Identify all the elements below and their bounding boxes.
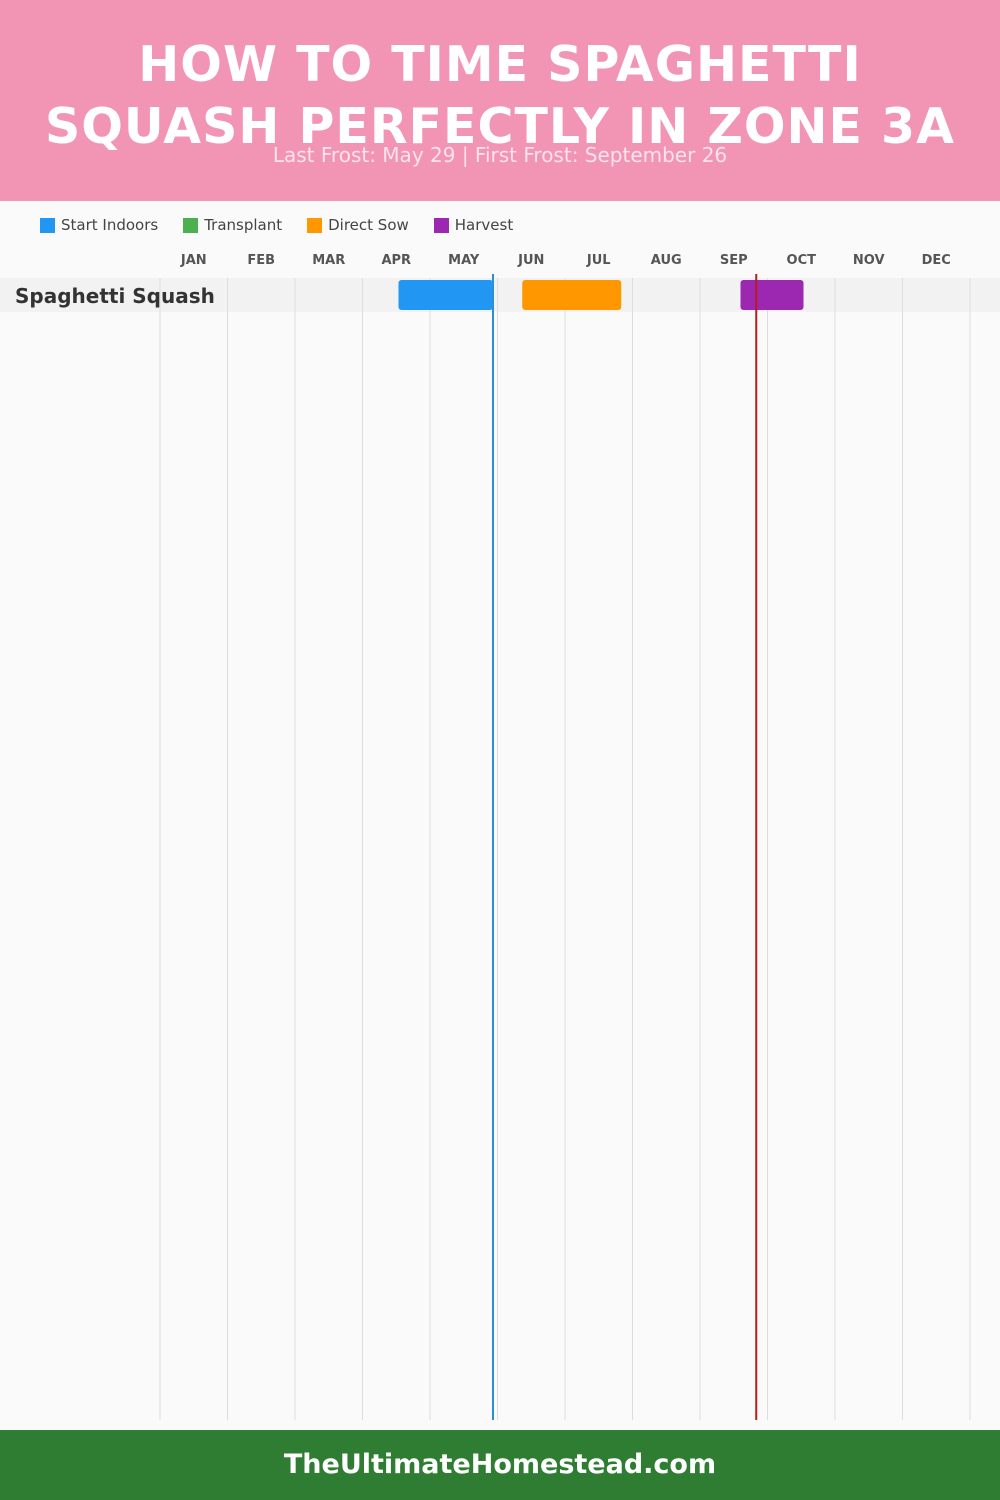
legend-label: Start Indoors: [61, 216, 159, 234]
legend-label: Direct Sow: [328, 216, 409, 234]
bar-harvest: [740, 280, 804, 310]
frost-dates-subtitle: Last Frost: May 29 | First Frost: Septem…: [272, 143, 728, 167]
month-label-dec: DEC: [922, 253, 951, 268]
month-label-apr: APR: [381, 253, 411, 268]
month-label-feb: FEB: [247, 253, 275, 268]
crop-name: Spaghetti Squash: [15, 284, 215, 308]
legend-item-direct-sow: Direct Sow: [307, 216, 409, 234]
crop-row-background: [0, 278, 1000, 312]
legend-swatch: [40, 217, 55, 233]
page-title: HOW TO TIME SPAGHETTI SQUASH PERFECTLY I…: [44, 36, 956, 155]
legend-swatch: [307, 217, 323, 233]
legend-item-start-indoors: Start Indoors: [40, 216, 158, 234]
footer-banner: TheUltimateHomestead.com: [0, 1430, 1000, 1500]
legend-swatch: [183, 217, 199, 233]
month-label-jul: JUL: [586, 253, 611, 268]
site-url[interactable]: TheUltimateHomestead.com: [283, 1449, 717, 1480]
month-label-jan: JAN: [180, 253, 207, 268]
legend-swatch: [433, 217, 449, 233]
planting-calendar-chart: JAN FEB MAR APR MAY JUN JUL AUG SEP OCT NOV DEC Spag…: [0, 253, 1000, 1420]
month-label-mar: MAR: [312, 253, 345, 268]
bar-start-indoors: [398, 280, 493, 310]
legend-label: Transplant: [204, 216, 283, 234]
month-label-aug: AUG: [651, 253, 682, 268]
month-label-oct: OCT: [787, 253, 817, 268]
month-label-sep: SEP: [720, 253, 748, 268]
legend-label: Harvest: [454, 216, 514, 234]
legend-item-harvest: Harvest: [433, 216, 514, 234]
chart-legend: Start Indoors Transplant Direct Sow Harvest: [40, 214, 538, 236]
legend-item-transplant: Transplant: [183, 216, 282, 234]
month-label-nov: NOV: [853, 253, 885, 268]
header-banner: HOW TO TIME SPAGHETTI SQUASH PERFECTLY I…: [0, 0, 1000, 201]
month-label-jun: JUN: [517, 253, 544, 268]
bar-direct-sow: [522, 280, 622, 310]
month-label-may: MAY: [448, 253, 480, 268]
